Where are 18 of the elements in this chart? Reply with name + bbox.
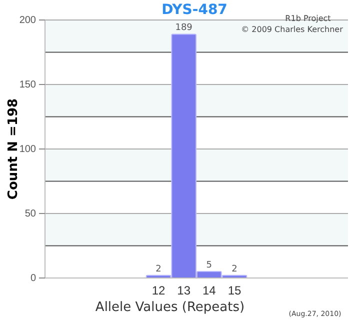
x-axis-title: Allele Values (Repeats) — [95, 300, 245, 315]
x-tick-label: 12 — [152, 284, 166, 298]
annotation: © 2009 Charles Kerchner — [241, 25, 344, 34]
data-label: 189 — [175, 23, 193, 34]
data-label: 2 — [232, 264, 238, 274]
y-tick-label: 200 — [19, 15, 36, 26]
annotation: R1b Project — [285, 14, 331, 23]
y-axis-title: Count N =198 — [6, 98, 21, 200]
y-tick-label: 150 — [19, 80, 36, 91]
x-tick-label: 14 — [202, 284, 216, 298]
y-tick-label: 100 — [19, 144, 36, 156]
data-label: 5 — [206, 260, 212, 271]
x-tick-label: 13 — [177, 284, 191, 298]
y-tick-label: 0 — [30, 273, 36, 284]
data-label: 2 — [156, 264, 162, 274]
chart-title: DYS-487 — [162, 2, 228, 18]
y-tick-label: 50 — [24, 208, 36, 220]
x-tick-label: 15 — [228, 284, 242, 298]
